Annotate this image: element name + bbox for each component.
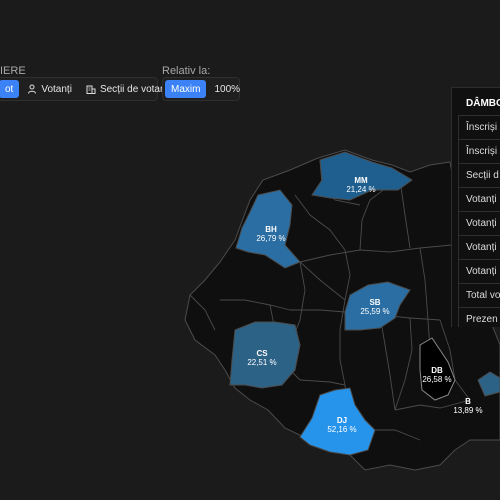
county-value-label: 26,58 % xyxy=(422,375,451,384)
panel-row: Înscriși xyxy=(458,115,500,139)
building-icon xyxy=(86,85,96,94)
panel-row: Secții d xyxy=(458,163,500,187)
panel-row: Votanți xyxy=(458,259,500,283)
panel-row: Votanți xyxy=(458,187,500,211)
panel-title: DÂMBO xyxy=(466,98,500,109)
option-maxim[interactable]: Maxim xyxy=(165,80,207,98)
panel-row: Total vo xyxy=(458,283,500,307)
county-mm[interactable] xyxy=(311,151,413,201)
person-icon xyxy=(28,84,37,94)
relative-segment: Maxim 100% xyxy=(162,77,240,101)
tab-votanti-label: Votanți xyxy=(41,83,72,95)
county-value-label: 52,16 % xyxy=(327,425,356,434)
filters-group-label: IERE xyxy=(0,65,26,77)
county-code-label: DB xyxy=(431,366,443,375)
county-value-label: 25,59 % xyxy=(360,307,389,316)
tab-vot-label: ot xyxy=(5,83,14,95)
county-detail-panel: DÂMBO Înscriși Înscriși Secții d Votanți… xyxy=(451,87,500,327)
county-dj[interactable] xyxy=(299,387,376,456)
county-code-label: DJ xyxy=(337,416,347,425)
county-cs[interactable] xyxy=(229,321,301,389)
panel-rows: Înscriși Înscriși Secții d Votanți Votan… xyxy=(452,115,500,327)
relative-label: Relativ la: xyxy=(162,65,211,77)
county-b[interactable] xyxy=(477,371,500,397)
county-db[interactable] xyxy=(419,337,456,401)
county-value-label: 13,89 % xyxy=(453,406,482,415)
county-value-label: 26,79 % xyxy=(256,234,285,243)
county-value-label: 22,51 % xyxy=(247,358,276,367)
option-100[interactable]: 100% xyxy=(214,83,241,95)
county-value-label: 21,24 % xyxy=(346,185,375,194)
county-bh[interactable] xyxy=(235,189,301,269)
tab-vot[interactable]: ot xyxy=(0,80,20,98)
county-code-label: CS xyxy=(256,349,268,358)
tab-sectii[interactable]: Secții de votare xyxy=(80,80,175,98)
county-code-label: MM xyxy=(354,176,368,185)
county-sb[interactable] xyxy=(344,281,411,331)
panel-row: Votanți xyxy=(458,211,500,235)
panel-row: Înscriși xyxy=(458,139,500,163)
tab-sectii-label: Secții de votare xyxy=(99,83,169,95)
county-code-label: B xyxy=(465,397,471,406)
tab-votanti[interactable]: Votanți xyxy=(21,80,78,98)
county-code-label: BH xyxy=(265,225,277,234)
panel-row: Prezen xyxy=(458,307,500,327)
county-code-label: SB xyxy=(369,298,380,307)
panel-row: Votanți xyxy=(458,235,500,259)
filters-segment: ot Votanți Secții de votare xyxy=(0,77,169,101)
